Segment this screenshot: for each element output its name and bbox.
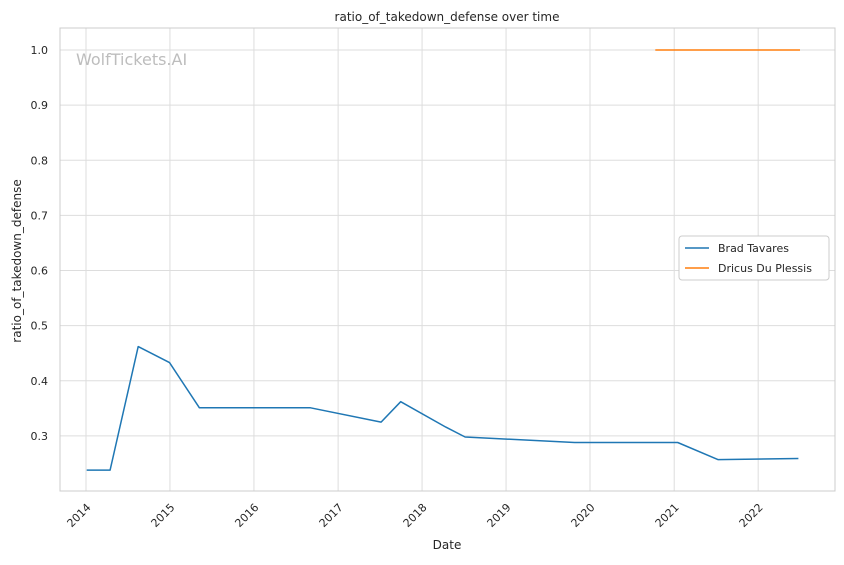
y-tick-labels: 0.3 0.4 0.5 0.6 0.7 0.8 0.9 1.0 [31,44,49,443]
legend-label: Brad Tavares [718,242,789,255]
y-tick-label: 0.8 [31,154,49,167]
y-tick-label: 1.0 [31,44,49,57]
plot-area-frame [59,27,836,492]
y-tick-label: 0.7 [31,209,49,222]
y-tick-label: 0.6 [31,265,49,278]
grid [60,28,835,491]
watermark: WolfTickets.AI [76,50,187,69]
y-axis-label: ratio_of_takedown_defense [10,179,24,342]
legend: Brad Tavares Dricus Du Plessis [678,235,830,281]
y-tick-label: 0.4 [31,375,49,388]
y-tick-label: 0.5 [31,320,49,333]
series-line-brad-tavares [86,345,799,471]
y-tick-label: 0.3 [31,430,49,443]
x-axis-label: Date [433,538,462,552]
chart-title: ratio_of_takedown_defense over time [335,10,560,24]
legend-label: Dricus Du Plessis [718,262,812,275]
series-layer [86,49,800,471]
legend-box [678,235,830,281]
y-tick-label: 0.9 [31,99,49,112]
